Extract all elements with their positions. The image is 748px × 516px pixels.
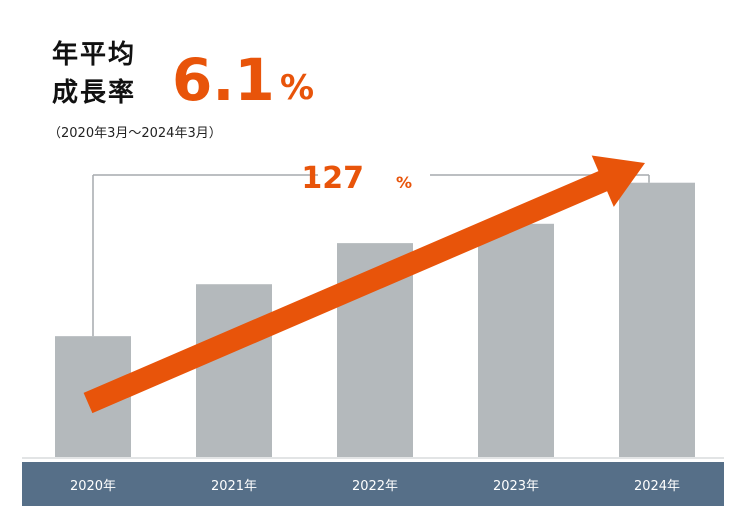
bar-2023年 xyxy=(478,223,554,457)
bars-layer xyxy=(55,182,695,458)
growth-rate-unit: % xyxy=(280,68,315,108)
x-tick-label: 2021年 xyxy=(211,479,257,494)
bar-2021年 xyxy=(196,284,272,457)
growth-arrow xyxy=(83,155,646,414)
x-axis-labels: 2020年 2021年 2022年 2023年 2024年 xyxy=(70,479,680,494)
x-tick-label: 2022年 xyxy=(352,479,398,494)
x-tick-label: 2023年 xyxy=(493,479,539,494)
x-tick-label: 2024年 xyxy=(634,479,680,494)
title-line-1: 年平均 xyxy=(52,40,137,70)
period-note: （2020年3月～2024年3月） xyxy=(48,126,222,141)
x-tick-label: 2020年 xyxy=(70,479,116,494)
growth-callout-unit: % xyxy=(396,173,412,192)
growth-callout-value: 127 xyxy=(301,161,364,196)
growth-rate-value: 6.1 xyxy=(172,46,275,114)
bar-2024年 xyxy=(619,182,695,458)
title-line-2: 成長率 xyxy=(52,78,137,108)
x-axis-band xyxy=(22,462,724,506)
growth-arrow-icon xyxy=(83,155,646,414)
